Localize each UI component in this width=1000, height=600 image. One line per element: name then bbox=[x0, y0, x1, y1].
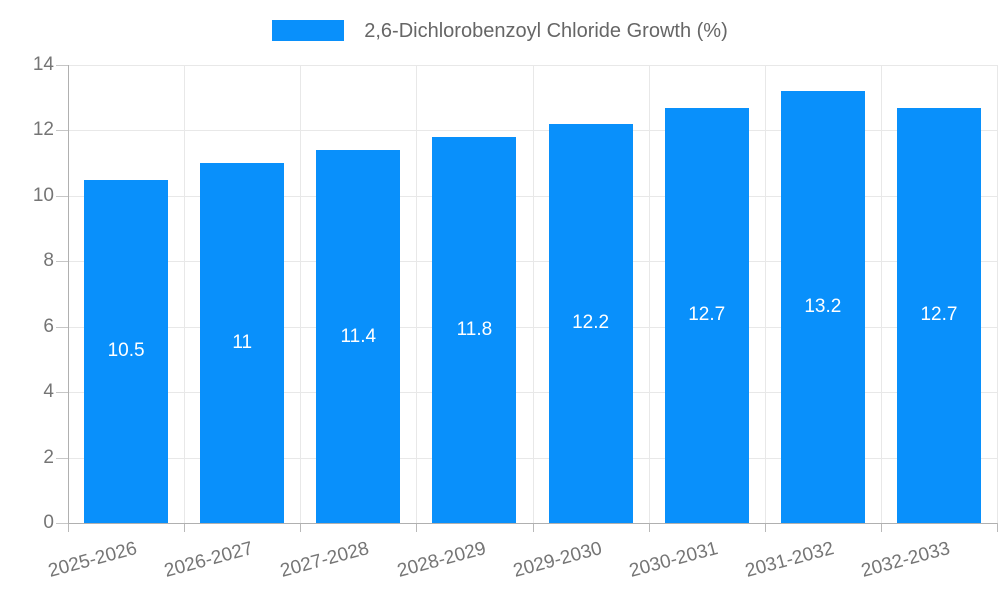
bar-value-label: 10.5 bbox=[107, 340, 145, 362]
x-axis-category-label: 2027-2028 bbox=[278, 538, 372, 582]
bar[interactable]: 12.7 bbox=[664, 107, 749, 523]
y-axis-tick-label: 10 bbox=[32, 184, 54, 206]
x-axis-line bbox=[68, 523, 997, 524]
y-axis-tick-label: 12 bbox=[32, 119, 54, 141]
y-axis-tick bbox=[56, 392, 68, 394]
y-axis-tick bbox=[56, 326, 68, 328]
x-axis-category-label: 2026-2027 bbox=[162, 538, 256, 582]
y-axis-tick bbox=[56, 261, 68, 263]
x-axis-tick bbox=[997, 523, 998, 532]
gridline-vertical bbox=[648, 65, 650, 523]
bar-value-label: 12.7 bbox=[920, 304, 958, 326]
gridline-vertical bbox=[416, 65, 418, 523]
gridline-vertical bbox=[300, 65, 302, 523]
bar-value-label: 11.4 bbox=[340, 325, 377, 347]
bar-value-label: 12.2 bbox=[572, 312, 610, 334]
gridline-vertical bbox=[532, 65, 534, 523]
x-axis-category-label: 2031-2032 bbox=[743, 538, 837, 582]
legend-label: 2,6-Dichlorobenzoyl Chloride Growth (%) bbox=[364, 19, 728, 42]
bar[interactable]: 11 bbox=[200, 163, 285, 523]
y-axis-tick bbox=[56, 65, 68, 66]
y-axis-tick-label: 14 bbox=[32, 54, 54, 75]
y-axis-tick bbox=[56, 523, 68, 524]
x-axis-category-label: 2028-2029 bbox=[394, 538, 488, 582]
bar-value-label: 11 bbox=[232, 332, 253, 354]
y-axis-tick bbox=[56, 130, 68, 132]
bar[interactable]: 12.2 bbox=[548, 123, 633, 523]
gridline-vertical bbox=[997, 65, 998, 523]
gridline-vertical bbox=[184, 65, 186, 523]
y-axis-tick-label: 0 bbox=[43, 512, 54, 533]
y-axis-tick-label: 6 bbox=[43, 315, 54, 337]
gridline-vertical bbox=[880, 65, 882, 523]
plot-area: 0 2 4 6 8 10 12 14 10.5 2025-2026 11 2026-2027 11.4 2… bbox=[33, 54, 998, 582]
bar-value-label: 13.2 bbox=[804, 296, 842, 318]
bar-value-label: 12.7 bbox=[688, 304, 726, 326]
bar[interactable]: 10.5 bbox=[84, 179, 169, 523]
x-axis-tick bbox=[880, 523, 882, 532]
legend-swatch bbox=[272, 20, 345, 41]
bar[interactable]: 11.4 bbox=[316, 150, 401, 523]
x-axis-category-label: 2025-2026 bbox=[46, 538, 140, 582]
y-axis-line bbox=[68, 65, 69, 523]
x-axis-tick bbox=[416, 523, 418, 532]
y-axis-tick bbox=[56, 195, 68, 197]
x-axis-tick bbox=[532, 523, 534, 532]
y-axis-tick-label: 8 bbox=[43, 250, 54, 272]
bar-value-label: 11.8 bbox=[456, 318, 493, 340]
y-axis-tick bbox=[56, 457, 68, 459]
x-axis-tick bbox=[648, 523, 650, 532]
bar[interactable]: 11.8 bbox=[432, 136, 517, 523]
x-axis-category-label: 2030-2031 bbox=[626, 538, 721, 582]
chart-legend-item[interactable]: 2,6-Dichlorobenzoyl Chloride Growth (%) bbox=[0, 20, 1000, 41]
y-axis-tick-label: 4 bbox=[43, 381, 54, 403]
y-axis-tick-label: 2 bbox=[43, 446, 54, 468]
bar[interactable]: 12.7 bbox=[896, 107, 981, 523]
x-axis-tick bbox=[764, 523, 766, 532]
gridline-vertical bbox=[764, 65, 766, 523]
bar[interactable]: 13.2 bbox=[780, 91, 865, 523]
x-axis-category-label: 2032-2033 bbox=[859, 538, 953, 582]
x-axis-tick bbox=[68, 523, 69, 532]
x-axis-category-label: 2029-2030 bbox=[510, 538, 604, 582]
x-axis-tick bbox=[184, 523, 186, 532]
x-axis-tick bbox=[300, 523, 302, 532]
